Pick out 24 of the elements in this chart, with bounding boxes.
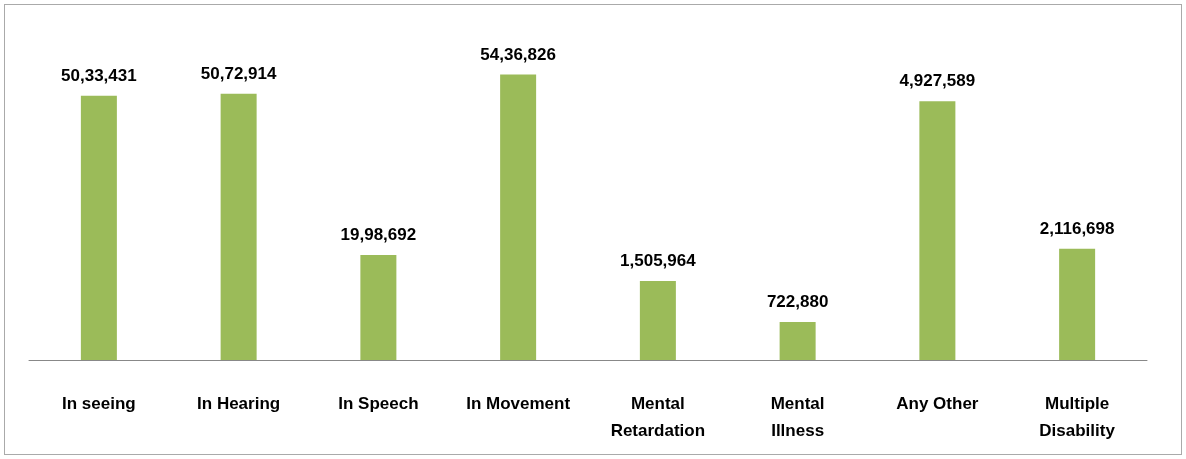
data-label: 54,36,826 [480,44,556,64]
data-label: 4,927,589 [899,71,976,91]
bar [1059,248,1096,360]
data-label: 2,116,698 [1039,218,1115,238]
x-tick-label: Any Other [896,394,979,413]
bar [500,74,537,360]
bar [919,101,956,360]
x-tick-label: Mental Illness [770,394,825,440]
x-tick-label: In Movement [466,394,571,413]
x-tick-label: In Speech [338,394,419,413]
x-tick-label: Mental Retardation [610,394,706,440]
bar [639,280,676,360]
data-label: 50,33,431 [61,65,137,85]
bar [360,255,397,360]
data-label: 1,505,964 [620,250,697,270]
x-tick-label: In seeing [62,394,136,413]
data-label: 722,880 [766,292,829,312]
bar [80,95,117,360]
bar [220,93,257,360]
data-label: 19,98,692 [340,225,417,245]
x-tick-label: In Hearing [197,394,281,413]
bar [779,322,816,360]
data-label: 50,72,914 [200,63,277,83]
x-tick-label: Multiple Disability [1039,394,1116,440]
